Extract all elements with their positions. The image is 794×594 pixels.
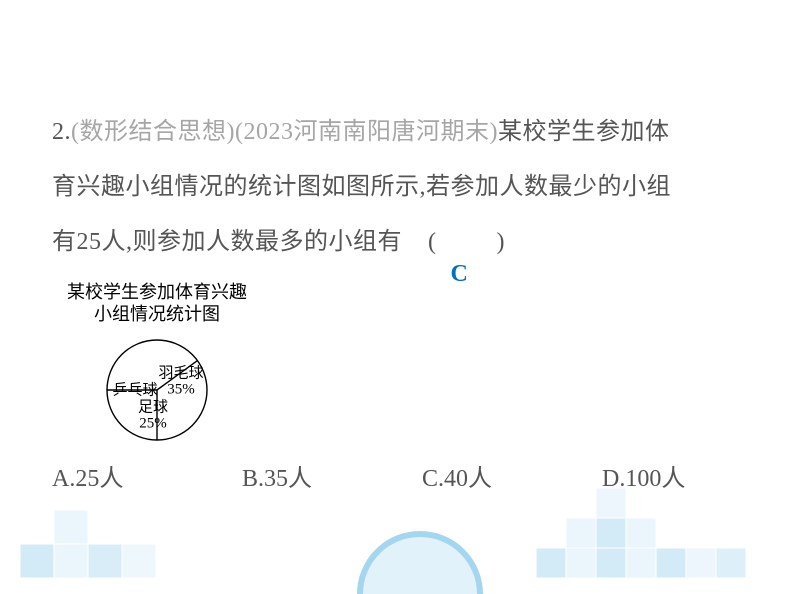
options-row: A.25人 B.35人 C.40人 D.100人 [52, 458, 742, 493]
chart-title-line2: 小组情况统计图 [94, 304, 220, 324]
question-line-1: 2.(数形结合思想)(2023河南南阳唐河期末)某校学生参加体 [52, 105, 742, 160]
question-line-3: 有25人,则参加人数最多的小组有 (C) [52, 215, 742, 270]
question-text-1: 某校学生参加体 [498, 119, 670, 145]
question-number: 2. [52, 119, 71, 145]
question-line-2: 育兴趣小组情况的统计图如图所示,若参加人数最少的小组 [52, 160, 742, 215]
option-d: D.100人 [602, 458, 685, 493]
option-a: A.25人 [52, 458, 242, 493]
option-c: C.40人 [422, 458, 602, 493]
chart-block: 某校学生参加体育兴趣 小组情况统计图 乒乓球羽毛球35%足球25% [52, 281, 742, 452]
paren-close: ) [497, 229, 506, 255]
svg-text:足球: 足球 [138, 398, 168, 415]
chart-title-line1: 某校学生参加体育兴趣 [67, 282, 247, 302]
pie-chart: 乒乓球羽毛球35%足球25% [95, 328, 219, 452]
chart-title: 某校学生参加体育兴趣 小组情况统计图 [52, 281, 262, 326]
svg-text:35%: 35% [167, 381, 195, 397]
question-text-3: 有25人,则参加人数最多的小组有 [52, 229, 402, 255]
paren-open: ( [428, 229, 437, 255]
svg-text:羽毛球: 羽毛球 [158, 364, 203, 381]
answer-text: C [451, 247, 469, 302]
svg-text:乒乓球: 乒乓球 [112, 381, 157, 398]
question-tag: (数形结合思想)(2023河南南阳唐河期末) [71, 119, 498, 145]
option-b: B.35人 [242, 458, 422, 493]
svg-text:25%: 25% [139, 415, 167, 431]
